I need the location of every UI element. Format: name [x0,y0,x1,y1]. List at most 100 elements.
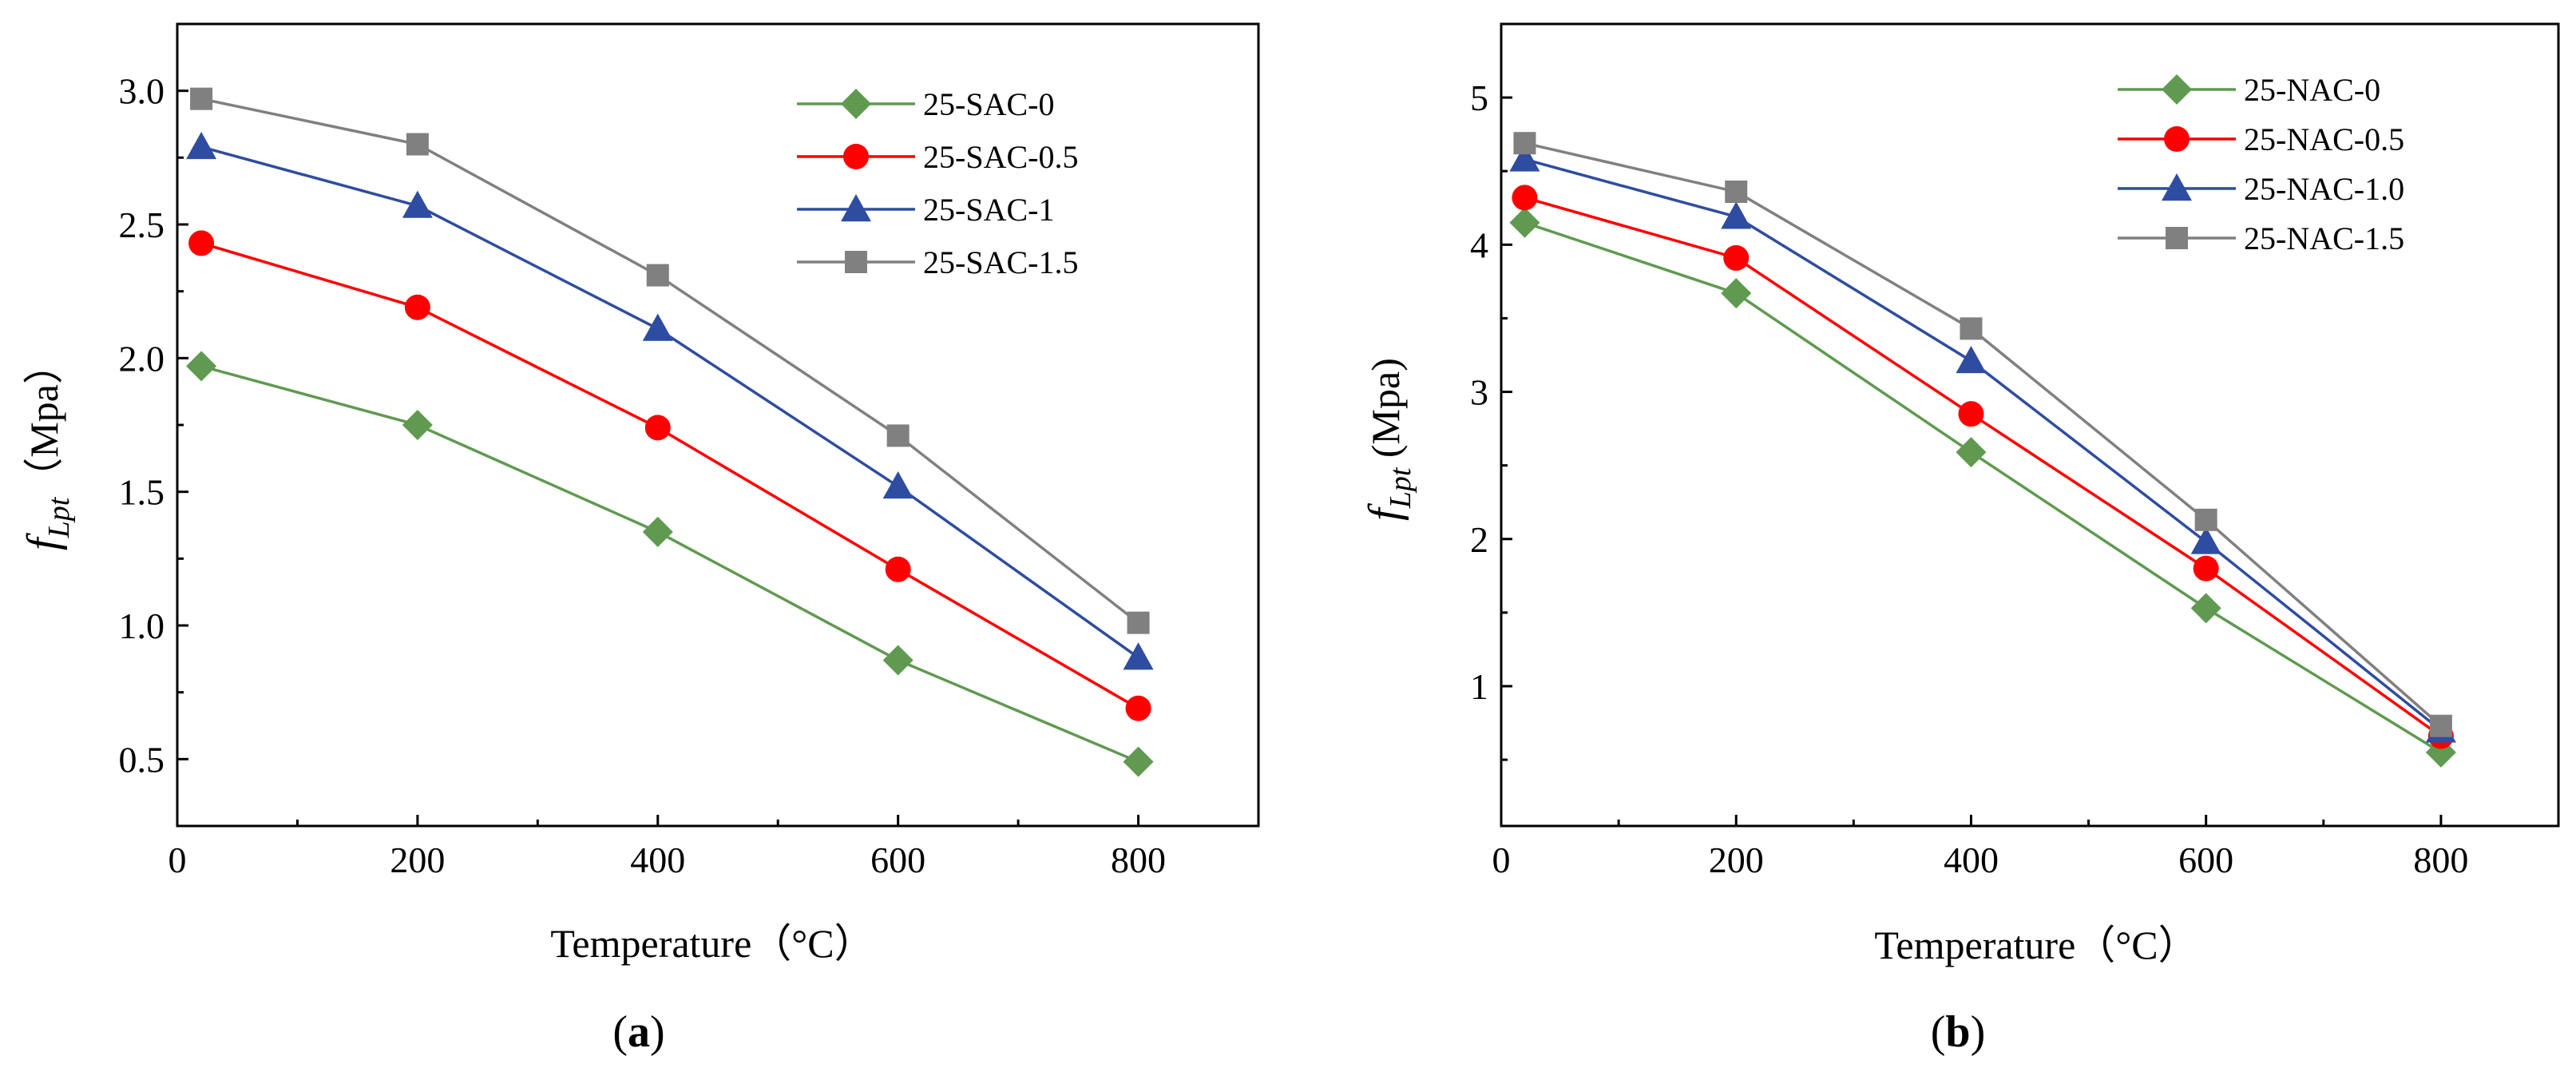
legend-marker-b-0 [2162,74,2192,105]
data-point-b-2-3 [2190,526,2221,554]
legend-item-a-1: 25-SAC-0.5 [797,139,1078,175]
y-tick-label-b-3: 4 [1470,224,1488,265]
legend-b: 25-NAC-0 25-NAC-0.5 25-NAC-1.0 25-NAC-1.5 [2118,72,2404,256]
data-point-b-1-3 [2193,555,2219,582]
panel-letter-b: b [1945,1007,1970,1057]
data-point-a-3-1 [406,133,429,156]
axes-b: 0 200 400 600 800 1 2 3 4 5 [1470,22,2560,880]
data-point-a-1-0 [188,230,215,256]
legend-marker-a-0 [841,89,871,119]
data-point-b-1-0 [1512,185,1538,211]
data-point-a-1-2 [644,415,671,441]
legend-item-a-2: 25-SAC-1 [797,192,1054,228]
x-tick-label-b-1: 200 [1709,840,1764,880]
legend-label-a-1: 25-SAC-0.5 [923,139,1078,175]
data-point-a-0-1 [402,410,433,440]
data-point-b-2-0 [1509,144,1540,172]
y-tick-label-a-2: 1.5 [119,472,165,513]
panel-label-b: (b) [1931,1007,1985,1057]
legend-marker-b-3 [2166,227,2188,249]
legend-label-b-0: 25-NAC-0 [2244,72,2380,108]
y-tick-label-a-1: 1.0 [119,605,165,646]
y-tick-label-a-0: 0.5 [119,739,165,780]
legend-item-b-3: 25-NAC-1.5 [2118,220,2404,256]
data-point-b-3-0 [1513,132,1536,155]
legend-label-a-2: 25-SAC-1 [923,192,1054,228]
plot-frame-b [1500,22,2560,828]
data-point-b-0-0 [1509,207,1540,238]
data-point-a-1-3 [885,556,911,582]
data-point-a-0-4 [1123,746,1154,777]
y-axis-unit-a: （Mpa） [22,344,66,498]
x-tick-label-a-0: 0 [168,840,187,880]
axes-a: 0 200 400 600 800 0.5 1.0 1.5 2.0 2.5 3.0 [119,22,1260,880]
y-tick-label-b-0: 1 [1470,666,1488,707]
data-point-a-3-2 [646,264,669,287]
legend-label-a-0: 25-SAC-0 [923,86,1054,122]
data-point-a-0-0 [186,351,217,382]
x-tick-label-b-3: 600 [2178,840,2233,880]
legend-item-b-2: 25-NAC-1.0 [2118,171,2404,207]
data-point-b-0-2 [1956,437,1987,468]
data-point-a-2-1 [402,190,433,218]
data-point-a-1-4 [1125,695,1151,721]
legend-label-b-1: 25-NAC-0.5 [2244,121,2404,157]
legend-label-b-3: 25-NAC-1.5 [2244,220,2404,256]
data-point-b-2-2 [1956,345,1987,374]
legend-item-b-0: 25-NAC-0 [2118,72,2380,108]
legend-marker-a-2 [841,194,871,222]
chart-panel-a: 0 200 400 600 800 0.5 1.0 1.5 2.0 2.5 3.0 25-SAC-0… [18,22,1260,1057]
legend-item-a-3: 25-SAC-1.5 [797,244,1078,280]
y-axis-subscript-a: Lpt [42,496,76,538]
y-tick-label-b-1: 2 [1470,519,1488,560]
data-point-b-1-2 [1958,401,1984,427]
x-axis-label-a: Temperature（°C） [550,921,874,966]
y-axis-subscript-b: Lpt [1384,467,1417,509]
y-tick-label-a-5: 3.0 [119,71,165,112]
data-point-a-2-4 [1123,642,1154,670]
data-point-a-3-4 [1127,611,1150,634]
data-point-a-0-2 [642,516,673,547]
y-tick-label-b-2: 3 [1470,372,1488,413]
data-point-a-2-2 [642,313,673,341]
x-tick-label-b-4: 800 [2413,840,2468,880]
plot-marks-a [186,87,1154,777]
legend-marker-b-1 [2164,126,2190,152]
legend-marker-a-3 [845,251,867,273]
data-point-a-3-0 [190,87,213,110]
plot-marks-b [1509,132,2456,768]
x-tick-label-a-3: 600 [870,840,925,880]
x-tick-label-b-2: 400 [1944,840,1999,880]
y-axis-label-a: fLpt（Mpa） [18,344,76,550]
data-point-b-0-3 [2190,593,2221,624]
legend-marker-a-1 [843,144,869,169]
legend-item-a-0: 25-SAC-0 [797,86,1054,122]
data-point-a-3-3 [886,424,910,447]
legend-marker-b-2 [2162,173,2192,201]
data-point-a-2-3 [882,470,913,499]
x-tick-label-a-2: 400 [630,840,685,880]
data-point-b-1-1 [1723,244,1750,271]
x-axis-label-b: Temperature（°C） [1874,923,2198,967]
data-point-b-3-1 [1725,181,1748,204]
data-point-b-3-2 [1960,317,1983,340]
data-point-b-2-1 [1721,201,1752,229]
panel-label-a: (a) [612,1007,664,1057]
legend-label-a-3: 25-SAC-1.5 [923,244,1078,280]
panel-letter-a: a [628,1007,650,1057]
y-tick-label-a-3: 2.0 [119,338,165,379]
x-tick-label-b-0: 0 [1492,840,1511,880]
y-tick-label-b-4: 5 [1470,77,1488,118]
x-tick-label-a-4: 800 [1111,840,1166,880]
data-point-a-2-0 [186,131,217,160]
x-tick-label-a-1: 200 [390,840,445,880]
data-point-b-3-4 [2429,714,2452,737]
y-axis-unit-b: (Mpa) [1363,358,1408,467]
y-tick-label-a-4: 2.5 [119,204,165,245]
data-point-b-3-3 [2194,508,2217,531]
legend-label-b-2: 25-NAC-1.0 [2244,171,2404,207]
data-point-a-0-3 [882,645,913,676]
y-axis-label-b: fLpt (Mpa) [1360,358,1417,521]
